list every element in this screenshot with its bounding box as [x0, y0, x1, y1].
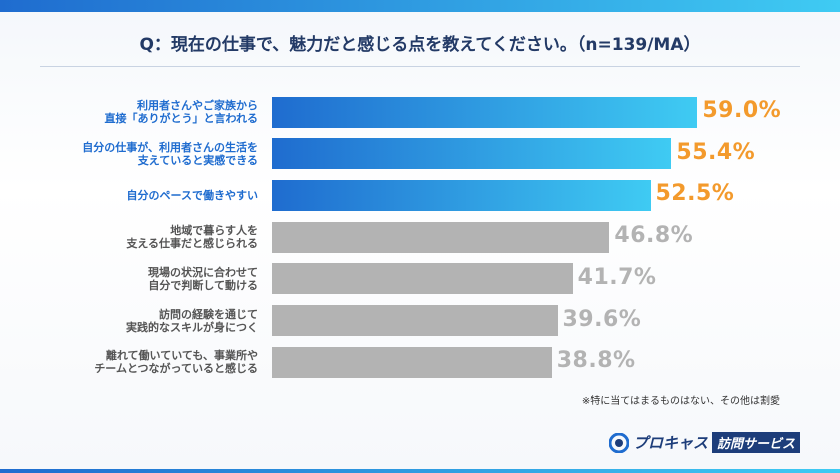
brand: プロキャス 訪問サービス — [608, 432, 800, 453]
category-label: 自分のペースで働きやすい — [126, 188, 258, 202]
brand-service: 訪問サービス — [711, 432, 800, 453]
brand-name: プロキャス — [632, 434, 708, 452]
value-label: 52.5% — [655, 181, 735, 207]
category-label: 訪問の経験を通じて 実践的なスキルが身につく — [126, 307, 258, 334]
value-label: 41.7% — [577, 264, 657, 290]
bar — [272, 221, 610, 253]
category-label: 地域で暮らす人を 支える仕事だと感じられる — [126, 224, 258, 251]
bottom-strip — [0, 469, 840, 473]
category-label: 現場の状況に合わせて 自分で判断して動ける — [148, 265, 258, 292]
value-label: 39.6% — [562, 306, 642, 332]
note: ※特に当てはまるものはない、その他は割愛 — [581, 396, 780, 407]
chart-title: Q：現在の仕事で、魅力だと感じる点を教えてください。（n=139/MA） — [139, 35, 701, 55]
value-label: 59.0% — [702, 98, 782, 123]
category-label: 自分の仕事が、利用者さんの生活を 支えていると実感できる — [82, 140, 258, 167]
bar — [272, 346, 552, 378]
value-label: 38.8% — [556, 348, 636, 374]
bar — [272, 96, 698, 128]
bar — [272, 263, 573, 295]
category-label: 離れて働いていても、事業所や チームとつながっていると感じる — [94, 349, 258, 376]
top-strip — [0, 0, 840, 12]
title-rule — [40, 66, 800, 67]
category-label: 利用者さんやご家族から 直接「ありがとう」と言われる — [104, 99, 258, 125]
bar — [272, 305, 558, 336]
value-label: 46.8% — [614, 223, 694, 249]
bar — [272, 138, 672, 170]
bar — [272, 179, 651, 211]
brand-icon — [608, 432, 629, 453]
value-label: 55.4% — [676, 139, 756, 165]
